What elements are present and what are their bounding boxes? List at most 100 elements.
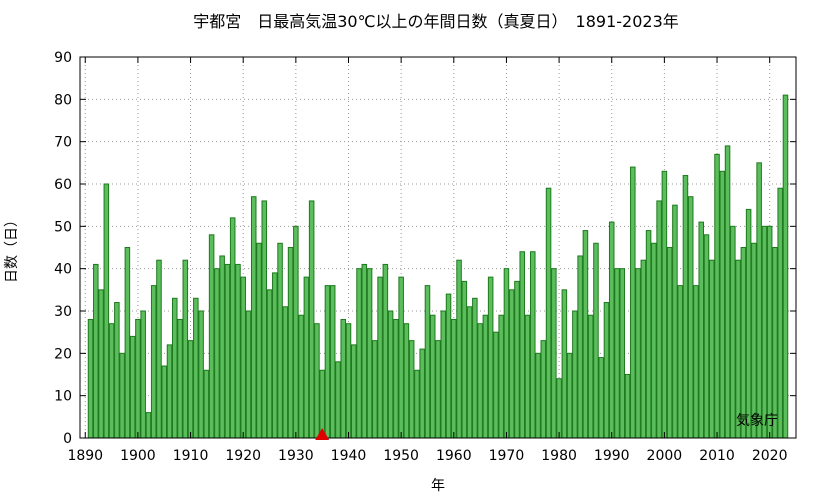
- bar-1970: [503, 268, 510, 439]
- bar-1893: [98, 289, 104, 439]
- x-axis-label: 年: [431, 478, 445, 494]
- bar-1953: [414, 369, 420, 439]
- bar-1937: [329, 285, 336, 439]
- bar-1974: [524, 314, 531, 439]
- bar-1917: [224, 263, 231, 439]
- bar-1906: [166, 344, 173, 439]
- bar-1968: [493, 331, 499, 439]
- bar-1965: [477, 323, 483, 439]
- bar-1894: [103, 183, 110, 439]
- bar-1954: [419, 348, 425, 439]
- bar-1936: [324, 285, 331, 439]
- marker-triangle: [315, 428, 330, 440]
- bar-1991: [614, 268, 620, 439]
- x-axis-ticks: 1890 1900 1910 1920 1930 1940 1950 1960 1970 1980…: [67, 57, 787, 464]
- bar-1935: [319, 369, 325, 439]
- bar-1959: [445, 293, 452, 439]
- bar-2008: [703, 234, 710, 439]
- bar-1946: [377, 276, 383, 439]
- y-axis-ticks: 0 10 20 30 40 50 60 70 80 90: [54, 50, 796, 447]
- bar-1910: [187, 340, 194, 439]
- bar-1973: [519, 251, 525, 439]
- plot-frame: [79, 56, 797, 439]
- bar-1932: [303, 276, 310, 439]
- bar-1995: [635, 268, 641, 439]
- bar-2012: [724, 145, 731, 439]
- bar-1971: [508, 289, 515, 439]
- bar-1925: [266, 289, 273, 439]
- bar-1976: [535, 352, 541, 439]
- bar-1996: [640, 259, 647, 439]
- bar-2005: [687, 196, 694, 439]
- bar-1899: [129, 335, 136, 439]
- bar-1960: [451, 318, 457, 439]
- bar-1896: [114, 302, 120, 439]
- bar-1975: [530, 251, 536, 439]
- bar-1916: [219, 255, 225, 439]
- bar-1955: [424, 285, 431, 439]
- bar-1931: [298, 314, 304, 439]
- bar-1914: [208, 234, 215, 439]
- bar-1966: [482, 314, 489, 439]
- bar-2004: [682, 175, 689, 439]
- x-tick-label: 1940: [331, 448, 367, 464]
- bar-1958: [440, 310, 447, 439]
- bar-2016: [745, 208, 752, 439]
- bar-1928: [282, 306, 289, 439]
- bar-2013: [730, 225, 736, 439]
- bar-1947: [382, 263, 389, 439]
- bar-1985: [582, 230, 589, 439]
- bar-1908: [177, 318, 183, 439]
- x-tick-label: 1900: [120, 448, 156, 464]
- bar-2009: [709, 259, 715, 439]
- x-tick-label: 2010: [699, 448, 735, 464]
- bar-1923: [256, 242, 262, 439]
- bar-1943: [361, 263, 368, 439]
- bar-1972: [514, 280, 520, 439]
- bar-1982: [566, 352, 573, 439]
- bar-1911: [193, 297, 199, 439]
- bar-2006: [693, 285, 699, 439]
- bar-2022: [777, 187, 783, 439]
- x-tick-label: 1960: [436, 448, 472, 464]
- y-tick-label: 30: [54, 304, 72, 320]
- x-tick-label: 2020: [752, 448, 788, 464]
- bar-1983: [572, 310, 578, 439]
- y-tick-label: 80: [54, 92, 72, 108]
- bar-2011: [719, 170, 726, 439]
- bar-2018: [756, 162, 762, 439]
- y-tick-label: 40: [54, 262, 72, 278]
- bar-1967: [487, 276, 494, 439]
- bar-2017: [751, 242, 757, 439]
- marker-layer: [315, 428, 330, 440]
- bar-2021: [772, 247, 778, 439]
- bars: [87, 94, 789, 439]
- x-tick-label: 1970: [489, 448, 525, 464]
- bar-1992: [619, 268, 626, 439]
- bar-1952: [408, 340, 415, 439]
- bar-1902: [145, 412, 152, 439]
- bar-1963: [466, 306, 473, 439]
- bar-1891: [87, 318, 94, 439]
- y-tick-label: 20: [54, 346, 72, 362]
- bar-2023: [782, 94, 789, 439]
- bar-1907: [172, 297, 178, 439]
- bar-1901: [140, 310, 146, 439]
- bar-1892: [93, 263, 99, 439]
- bar-1897: [119, 352, 125, 439]
- bar-1920: [240, 276, 246, 439]
- x-tick-label: 1980: [541, 448, 577, 464]
- bar-1978: [545, 187, 552, 439]
- bar-1941: [351, 344, 357, 439]
- x-tick-label: 1890: [67, 448, 103, 464]
- chart-title: 宇都宮 日最高気温30℃以上の年間日数（真夏日） 1891-2023年: [193, 12, 679, 31]
- bar-1913: [203, 369, 210, 439]
- bar-1909: [182, 259, 189, 439]
- bar-1905: [161, 365, 168, 439]
- bar-1979: [551, 268, 557, 439]
- x-tick-label: 1920: [225, 448, 261, 464]
- bar-1940: [345, 323, 352, 439]
- bar-1934: [314, 323, 320, 439]
- bar-1945: [372, 340, 378, 439]
- bar-1999: [656, 200, 662, 439]
